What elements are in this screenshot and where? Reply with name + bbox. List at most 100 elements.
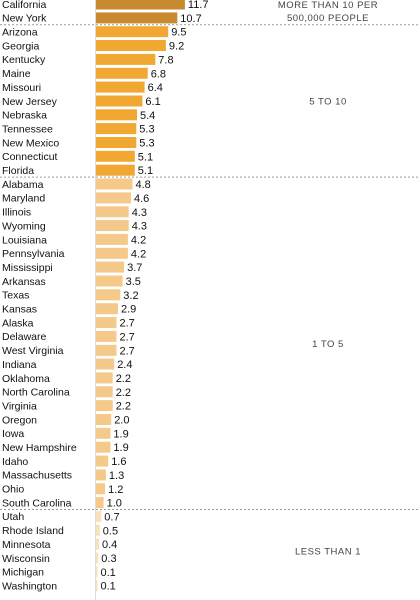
bar <box>96 137 137 148</box>
value-label: 2.7 <box>120 318 135 330</box>
bar <box>96 580 98 592</box>
bar <box>96 552 99 564</box>
bar <box>96 40 166 51</box>
bar <box>96 0 185 10</box>
state-label: Tennessee <box>2 123 53 135</box>
state-label: Louisiana <box>2 234 47 246</box>
bar <box>96 372 113 384</box>
value-label: 3.2 <box>123 290 138 302</box>
bar <box>96 524 100 536</box>
value-label: 5.1 <box>138 151 153 163</box>
value-label: 1.9 <box>113 428 128 440</box>
state-label: Delaware <box>2 331 47 343</box>
state-label: Texas <box>2 290 29 302</box>
state-label: New York <box>2 13 47 25</box>
state-label: Mississippi <box>2 262 53 274</box>
state-label: Georgia <box>2 40 40 52</box>
state-label: Missouri <box>2 82 41 94</box>
value-label: 6.4 <box>148 82 163 94</box>
bar <box>96 497 104 509</box>
value-label: 0.4 <box>102 539 117 551</box>
bar <box>96 344 117 356</box>
group-label: 5 TO 10 <box>309 97 346 108</box>
bar <box>96 26 169 38</box>
value-label: 4.3 <box>132 207 147 219</box>
state-label: Wyoming <box>2 220 46 232</box>
value-label: 1.2 <box>108 484 123 496</box>
bar <box>96 178 133 190</box>
value-label: 6.8 <box>151 68 166 80</box>
bar <box>96 275 123 287</box>
value-label: 2.2 <box>116 387 131 399</box>
bar <box>96 469 106 481</box>
bar <box>96 303 118 315</box>
state-label: California <box>2 0 47 11</box>
value-label: 0.1 <box>101 567 116 579</box>
bar <box>96 150 135 162</box>
bar <box>96 192 131 204</box>
value-label: 3.5 <box>126 276 141 288</box>
bar <box>96 358 115 370</box>
state-label: Arkansas <box>2 276 46 288</box>
value-label: 2.7 <box>120 345 135 357</box>
value-label: 10.7 <box>180 13 201 25</box>
value-label: 4.8 <box>136 179 151 191</box>
state-label: Oklahoma <box>2 373 50 385</box>
bar <box>96 483 106 495</box>
bar <box>96 12 178 24</box>
value-label: 1.9 <box>113 442 128 454</box>
state-label: Ohio <box>2 484 24 496</box>
state-label: Alaska <box>2 317 34 329</box>
bar <box>96 247 128 259</box>
state-label: Connecticut <box>2 151 58 163</box>
bar <box>96 400 113 412</box>
state-label: Minnesota <box>2 539 51 551</box>
value-label: 2.0 <box>114 415 129 427</box>
value-label: 4.2 <box>131 234 146 246</box>
bar <box>96 414 112 425</box>
state-label: Wisconsin <box>2 553 50 565</box>
value-label: 5.3 <box>139 124 154 136</box>
state-label: Arizona <box>2 27 38 39</box>
state-label: Utah <box>2 511 24 523</box>
state-label: South Carolina <box>2 497 72 509</box>
state-label: Rhode Island <box>2 525 64 537</box>
state-label: Massachusetts <box>2 470 72 482</box>
state-label: Florida <box>2 165 34 177</box>
bar <box>96 566 98 578</box>
state-label: Illinois <box>2 207 31 219</box>
state-label: Kansas <box>2 304 37 316</box>
state-label: North Carolina <box>2 387 70 399</box>
bar <box>96 123 137 135</box>
state-label: Michigan <box>2 567 44 579</box>
value-label: 2.2 <box>116 373 131 385</box>
bar <box>96 510 102 522</box>
bar <box>96 261 125 273</box>
value-label: 2.2 <box>116 401 131 413</box>
bar <box>96 53 156 65</box>
bar <box>96 386 113 398</box>
bar <box>96 81 145 93</box>
value-label: 4.2 <box>131 248 146 260</box>
state-label: New Mexico <box>2 137 59 149</box>
value-label: 2.4 <box>117 359 132 371</box>
value-label: 0.1 <box>101 581 116 593</box>
bar <box>96 109 137 121</box>
value-label: 7.8 <box>158 54 173 66</box>
state-label: Nebraska <box>2 110 47 122</box>
bar <box>96 164 135 176</box>
state-label: Idaho <box>2 456 28 468</box>
value-label: 0.5 <box>103 525 118 537</box>
value-label: 4.3 <box>132 221 147 233</box>
bar <box>96 441 111 453</box>
state-label: Washington <box>2 581 57 593</box>
value-label: 5.1 <box>138 165 153 177</box>
value-label: 2.7 <box>120 331 135 343</box>
value-label: 4.6 <box>134 193 149 205</box>
bar <box>96 233 128 245</box>
value-label: 2.9 <box>121 304 136 316</box>
state-label: Maryland <box>2 193 45 205</box>
value-label: 9.5 <box>171 27 186 39</box>
bar <box>96 206 129 218</box>
value-label: 1.6 <box>111 456 126 468</box>
